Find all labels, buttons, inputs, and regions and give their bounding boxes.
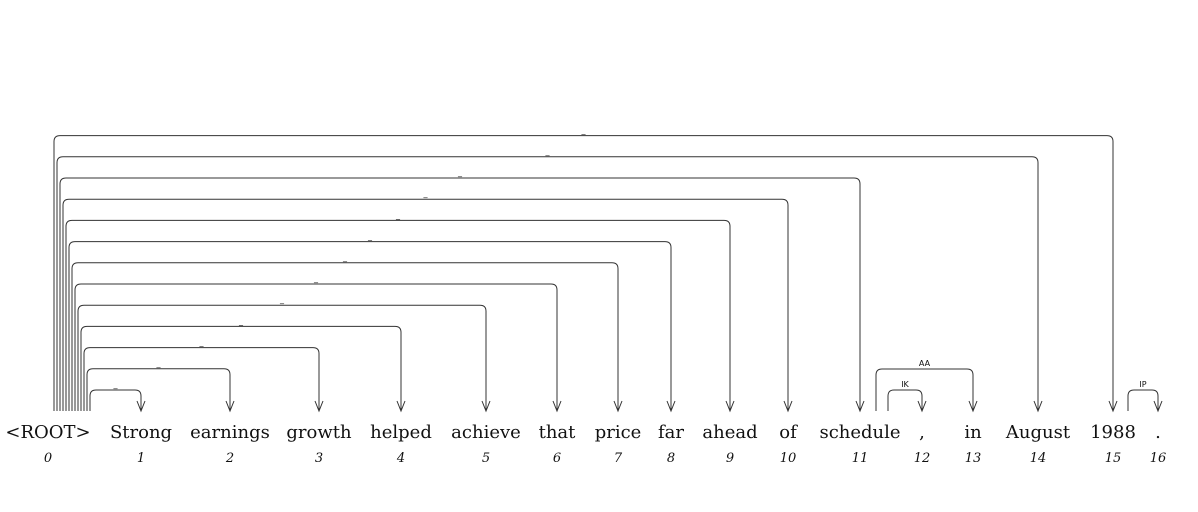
arc-label: _ — [367, 232, 373, 241]
arrowhead — [136, 400, 146, 413]
arrowhead — [314, 400, 324, 413]
dependency-arc — [74, 283, 558, 411]
token-index: 0 — [44, 451, 52, 466]
token-word: . — [1155, 422, 1161, 443]
token-index: 9 — [726, 451, 734, 466]
arcs-layer: _ _ _ _ _ _ _ _ _ _ _ _ _ IK AA IP — [53, 126, 1163, 413]
arrowhead — [917, 400, 927, 413]
arrowhead — [666, 400, 676, 413]
token-index: 14 — [1030, 451, 1047, 466]
dependency-arc — [875, 368, 974, 411]
token-word: 1988 — [1090, 422, 1136, 443]
dependency-arc — [56, 156, 1039, 411]
dependency-arc — [86, 368, 231, 411]
token-word: earnings — [190, 422, 270, 443]
arc-label: _ — [279, 295, 285, 304]
token-index: 15 — [1105, 451, 1122, 466]
arc-label: _ — [545, 147, 551, 156]
arc-label: _ — [342, 253, 348, 262]
token-index: 4 — [396, 451, 405, 466]
dependency-arc — [71, 262, 619, 411]
token-word: Strong — [110, 422, 172, 443]
token-word: <ROOT> — [5, 422, 90, 443]
arrowhead — [855, 400, 865, 413]
token-index: 6 — [553, 451, 561, 466]
tokens-layer: <ROOT> 0 Strong 1 earnings 2 growth 3 helped 4 ach… — [5, 422, 1166, 466]
token-index: 7 — [614, 451, 623, 466]
arrowhead — [1033, 400, 1043, 413]
token-index: 10 — [780, 451, 797, 466]
token-word: schedule — [819, 422, 900, 443]
arc-label: _ — [156, 359, 162, 368]
dependency-arc — [62, 198, 789, 411]
arc-label: IP — [1139, 380, 1146, 389]
arrowhead — [481, 400, 491, 413]
token-index: 3 — [315, 451, 323, 466]
arrowhead — [613, 400, 623, 413]
arc-label: _ — [313, 274, 319, 283]
arc-label: _ — [395, 210, 401, 219]
token-word: that — [539, 422, 577, 443]
dependency-arc — [68, 241, 672, 411]
arrowhead — [225, 400, 235, 413]
token-index: 5 — [482, 451, 490, 466]
dependency-arc — [53, 135, 1114, 411]
token-index: 2 — [225, 451, 234, 466]
token-word: growth — [286, 422, 352, 443]
dependency-arc — [77, 304, 487, 411]
arc-label: _ — [457, 168, 463, 177]
token-index: 8 — [667, 451, 675, 466]
arrowhead — [552, 400, 562, 413]
arrowhead — [968, 400, 978, 413]
token-index: 12 — [914, 451, 931, 466]
arc-label: _ — [581, 126, 587, 135]
token-word: , — [919, 422, 925, 443]
dependency-arc — [89, 389, 142, 411]
arc-label: IK — [901, 380, 909, 389]
arc-label: _ — [423, 189, 429, 198]
token-word: price — [595, 422, 642, 443]
token-index: 13 — [965, 451, 982, 466]
dependency-arc — [80, 325, 402, 411]
token-index: 1 — [137, 451, 145, 466]
token-word: far — [658, 422, 684, 443]
arrowhead — [783, 400, 793, 413]
token-word: of — [779, 422, 798, 443]
arrowhead — [1153, 400, 1163, 413]
arrowhead — [725, 400, 735, 413]
arc-label: AA — [919, 359, 931, 368]
arc-label: _ — [238, 316, 244, 325]
token-word: helped — [370, 422, 432, 443]
dependency-arc — [59, 177, 861, 411]
token-index: 16 — [1150, 451, 1167, 466]
dependency-arc — [1127, 389, 1159, 411]
token-word: August — [1005, 422, 1071, 443]
arrowhead — [1108, 400, 1118, 413]
arrowhead — [396, 400, 406, 413]
dependency-arc — [83, 347, 320, 411]
token-word: ahead — [702, 422, 757, 443]
token-word: in — [964, 422, 982, 443]
arc-label: _ — [199, 338, 205, 347]
token-word: achieve — [451, 422, 521, 443]
dependency-arc — [887, 389, 923, 411]
token-index: 11 — [852, 451, 869, 466]
arc-label: _ — [113, 380, 119, 389]
dependency-arc — [65, 219, 731, 411]
